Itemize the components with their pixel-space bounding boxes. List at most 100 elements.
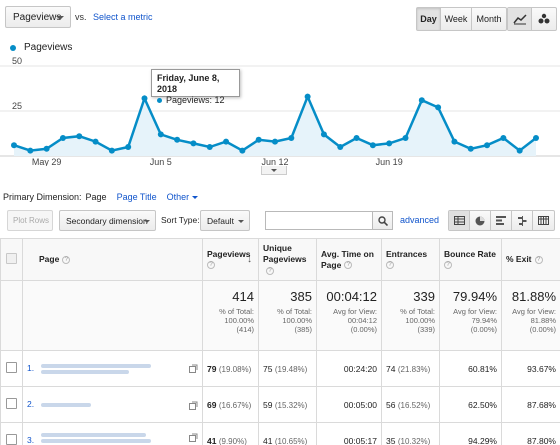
primary-dimension-label: Primary Dimension: (3, 192, 82, 202)
period-button-group: Day Week Month (416, 7, 507, 31)
data-point (516, 147, 523, 154)
month-button[interactable]: Month (476, 14, 502, 24)
select-all-checkbox[interactable] (6, 252, 17, 264)
total-pageviews: 414% of Total: 100.00% (414) (202, 280, 259, 351)
chevron-down-icon (56, 16, 64, 20)
open-page-icon[interactable] (189, 433, 198, 442)
total-exit: 81.88% Avg for View: 81.88% (0.00%) (501, 280, 560, 351)
select-metric-link[interactable]: Select a metric (93, 12, 153, 22)
data-point (337, 144, 344, 150)
totals-empty-cell (0, 280, 23, 351)
row-unique-pageviews: 41 (10.65%) (258, 422, 317, 445)
data-point (451, 138, 458, 145)
report-table: Page? Pageviews? ↓ Unique Pageviews? Avg.… (0, 238, 560, 445)
table-search-input[interactable] (265, 211, 373, 230)
header-avg-time[interactable]: Avg. Time on Page? (316, 238, 382, 281)
comparison-view-button[interactable] (512, 211, 533, 230)
header-exit[interactable]: % Exit? (501, 238, 560, 281)
table-row: 2. 69 (16.67%) 59 (15.32%) 00:05:00 56 (… (0, 386, 560, 423)
dimension-page[interactable]: Page (85, 192, 107, 202)
header-entrances[interactable]: Entrances? (381, 238, 440, 281)
line-chart-button[interactable] (508, 8, 532, 30)
table-toolbar: Plot Rows Secondary dimension Sort Type:… (0, 209, 560, 233)
data-view-button[interactable] (449, 211, 470, 230)
data-point (141, 95, 148, 102)
header-pageviews[interactable]: Pageviews? ↓ (202, 238, 259, 281)
search-button[interactable] (373, 211, 393, 230)
page-link-redacted[interactable] (41, 362, 151, 376)
header-page[interactable]: Page? (22, 238, 203, 281)
open-page-icon[interactable] (189, 401, 198, 410)
plot-rows-button[interactable]: Plot Rows (7, 210, 53, 231)
help-icon[interactable]: ? (344, 261, 353, 270)
data-point (43, 145, 50, 152)
grid-table-icon (453, 216, 465, 225)
data-point (288, 135, 295, 141)
help-icon[interactable]: ? (386, 261, 394, 270)
header-bounce-rate[interactable]: Bounce Rate? (439, 238, 502, 281)
help-icon[interactable]: ? (62, 255, 71, 264)
open-page-icon[interactable] (189, 364, 198, 373)
day-button[interactable]: Day (417, 8, 441, 30)
row-checkbox[interactable] (6, 398, 17, 409)
legend-label: Pageviews (24, 42, 73, 53)
help-icon[interactable]: ? (207, 261, 215, 270)
percentage-view-button[interactable] (470, 211, 491, 230)
data-point (320, 131, 327, 138)
row-avg-time: 00:05:17 (316, 422, 382, 445)
row-exit: 87.68% (501, 386, 560, 423)
collapse-chart-toggle[interactable] (261, 166, 287, 175)
page-link-redacted[interactable] (41, 431, 151, 445)
data-point (467, 145, 474, 152)
data-point (255, 136, 262, 143)
data-point (76, 133, 83, 140)
sort-type-dropdown[interactable]: Default (200, 210, 250, 231)
row-exit: 93.67% (501, 350, 560, 387)
table-view-group (448, 210, 555, 231)
row-checkbox[interactable] (6, 434, 17, 445)
row-select-cell (0, 422, 23, 445)
advanced-filter-link[interactable]: advanced (400, 215, 440, 225)
table-header-row: Page? Pageviews? ↓ Unique Pageviews? Avg.… (0, 238, 560, 281)
performance-view-button[interactable] (491, 211, 512, 230)
metric-dropdown[interactable]: Pageviews (5, 6, 71, 28)
chart-toolbar: Pageviews vs. Select a metric Day Week M… (0, 0, 560, 36)
table-row: 3. 41 (9.90%) 41 (10.65%) 00:05:17 35 (1… (0, 422, 560, 445)
area-fill (14, 96, 536, 156)
week-button[interactable]: Week (441, 8, 472, 30)
data-point (304, 93, 311, 100)
chevron-down-icon (271, 169, 277, 172)
totals-row: 414% of Total: 100.00% (414) 385% of Total… (0, 280, 560, 351)
row-index: 3. (27, 434, 35, 445)
x-tick-label: Jun 5 (150, 157, 172, 166)
bubble-chart-icon (538, 13, 550, 24)
help-icon[interactable]: ? (534, 255, 543, 264)
chart-tooltip: Friday, June 8, 2018 Pageviews: 12 (151, 69, 240, 105)
data-point (27, 147, 34, 154)
row-page-cell: 2. (22, 386, 203, 423)
dimension-page-title-link[interactable]: Page Title (116, 192, 157, 202)
help-icon[interactable]: ? (444, 261, 452, 270)
legend-dot (10, 44, 16, 51)
data-point (369, 142, 376, 149)
bar-list-icon (495, 216, 506, 225)
row-unique-pageviews: 59 (15.32%) (258, 386, 317, 423)
totals-page-cell (22, 280, 203, 351)
x-tick-label: Jun 12 (261, 157, 288, 166)
pivot-view-button[interactable] (533, 211, 554, 230)
help-icon[interactable]: ? (266, 266, 274, 275)
chart-type-group (507, 7, 557, 31)
row-checkbox[interactable] (6, 362, 17, 373)
tooltip-date: Friday, June 8, 2018 (157, 73, 220, 94)
motion-chart-button[interactable] (532, 8, 556, 30)
data-point (418, 97, 425, 104)
data-point (108, 147, 115, 154)
header-pageviews-label: Pageviews (207, 248, 251, 259)
pageviews-chart[interactable]: 25 50 May 29 Jun 5 Jun 12 Jun 19 (0, 56, 560, 166)
dimension-other-dropdown[interactable]: Other (167, 192, 199, 202)
page-link-redacted[interactable] (41, 401, 151, 409)
secondary-dimension-dropdown[interactable]: Secondary dimension (59, 210, 156, 231)
select-all-cell (0, 238, 23, 281)
header-unique-pageviews[interactable]: Unique Pageviews? (258, 238, 317, 281)
data-point (125, 144, 132, 150)
